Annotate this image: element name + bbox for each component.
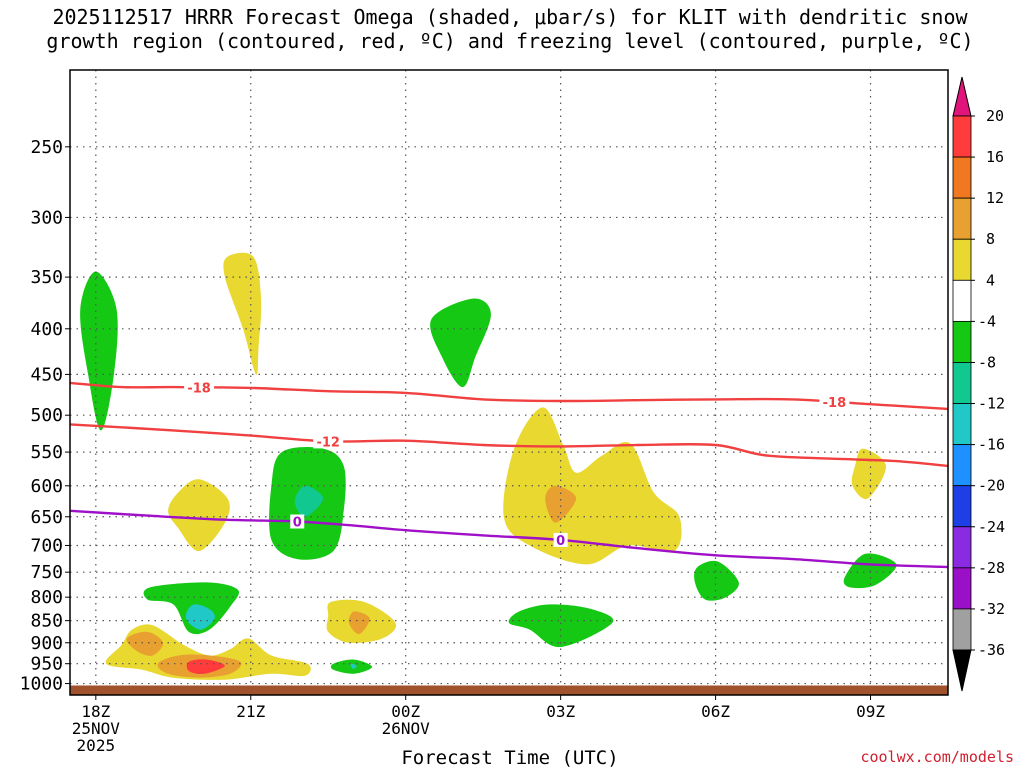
omega-area: [186, 659, 225, 675]
colorbar-segment: [952, 362, 972, 404]
omega-area: [80, 271, 118, 431]
x-tick-label: 03Z: [546, 702, 575, 721]
y-tick-label: 400: [30, 319, 63, 340]
colorbar-segment: [952, 156, 972, 199]
y-tick-label: 600: [30, 476, 63, 497]
colorbar-tick-label: 8: [986, 230, 995, 248]
x-tick-label: 2025: [77, 736, 116, 755]
y-tick-label: 850: [30, 611, 63, 632]
x-axis-title: Forecast Time (UTC): [401, 747, 618, 768]
y-tick-label: 250: [30, 137, 63, 158]
colorbar-segment: [952, 238, 972, 281]
isotherm-label: -12: [316, 435, 340, 450]
colorbar-tick-label: -32: [978, 600, 1005, 618]
isotherm-label-bg: [819, 394, 850, 409]
omega-area: [126, 631, 164, 656]
colorbar-tick-label: -4: [978, 312, 996, 330]
colorbar-tick-label: -36: [978, 641, 1005, 659]
isotherm-label-bg: [313, 434, 344, 449]
y-tick-label: 800: [30, 587, 63, 608]
isotherm-label: -18: [823, 396, 847, 411]
omega-area: [223, 252, 262, 375]
omega-area: [430, 298, 491, 388]
omega-area: [185, 604, 215, 630]
x-tick-label: 21Z: [236, 702, 265, 721]
x-tick-label: 09Z: [856, 702, 885, 721]
chart-title-line-2: growth region (contoured, red, ºC) and f…: [46, 29, 973, 53]
colorbar-segment: [952, 567, 972, 610]
isotherm-label-bg: [290, 514, 305, 529]
y-tick-label: 700: [30, 535, 63, 556]
plot-frame: [69, 69, 949, 696]
x-tick-label: 18Z: [81, 702, 110, 721]
colorbar-tick-label: 12: [986, 189, 1004, 207]
isotherm-line: [70, 509, 948, 569]
y-tick-label: 300: [30, 207, 63, 228]
omega-area: [168, 479, 230, 552]
colorbar-tick-label: -28: [978, 559, 1005, 577]
y-axis-ticks: 2503003504004505005506006507007508008509…: [20, 137, 70, 695]
colorbar-tick-label: 4: [986, 271, 995, 289]
colorbar-segment: [952, 608, 972, 651]
x-tick-label: 00Z: [391, 702, 420, 721]
colorbar-tick-label: 16: [986, 148, 1004, 166]
colorbar-segment: [952, 115, 972, 158]
isotherm-line: [70, 381, 948, 411]
colorbar-segment: [952, 526, 972, 569]
colorbar-tick-label: 20: [986, 107, 1004, 125]
isotherm-label-bg: [184, 380, 215, 395]
chart-title-line-1: 2025112517 HRRR Forecast Omega (shaded, …: [52, 5, 968, 29]
site-credit: coolwx.com/models: [860, 748, 1014, 766]
isotherm-label: -18: [187, 381, 211, 396]
isotherm-label: 0: [556, 534, 565, 549]
colorbar-segment: [952, 444, 972, 487]
y-tick-label: 550: [30, 442, 63, 463]
omega-area: [545, 485, 577, 523]
y-tick-label: 900: [30, 633, 63, 654]
colorbar: [952, 76, 972, 692]
colorbar-arrow-bottom: [952, 649, 972, 692]
isotherm-label-bg: [553, 532, 568, 547]
y-tick-label: 350: [30, 267, 63, 288]
y-tick-label: 450: [30, 364, 63, 385]
omega-area: [508, 604, 614, 648]
omega-area: [348, 611, 370, 635]
colorbar-arrow-top: [952, 76, 972, 117]
colorbar-segment: [952, 403, 972, 446]
isotherm-line: [70, 423, 948, 468]
colorbar-tick-label: -20: [978, 477, 1005, 495]
colorbar-tick-label: -16: [978, 436, 1005, 454]
y-tick-label: 950: [30, 654, 63, 675]
y-tick-label: 650: [30, 507, 63, 528]
colorbar-segment: [952, 320, 972, 363]
isotherm-contours: -18 -18 -12 0 0: [70, 380, 948, 569]
colorbar-segment: [952, 485, 972, 528]
ground-fill: [70, 685, 948, 695]
colorbar-tick-label: -24: [978, 518, 1005, 536]
chart-title: 2025112517 HRRR Forecast Omega (shaded, …: [46, 5, 973, 53]
isotherm-label: 0: [293, 516, 302, 531]
y-tick-label: 500: [30, 405, 63, 426]
x-tick-label: 06Z: [701, 702, 730, 721]
x-tick-label: 26NOV: [382, 719, 431, 738]
colorbar-ticks: 20 16 12 8 4 -4 -8 -12 -16 -20 -24 -28 -32 -36: [971, 107, 1005, 659]
omega-area: [694, 560, 739, 601]
colorbar-segment: [952, 197, 972, 240]
x-tick-label: 25NOV: [72, 719, 121, 738]
y-tick-label: 1000: [20, 674, 63, 695]
colorbar-tick-label: -8: [978, 353, 996, 371]
colorbar-segment: [952, 279, 972, 322]
colorbar-tick-label: -12: [978, 395, 1005, 413]
omega-area: [350, 663, 357, 670]
ground-layer: [70, 685, 948, 695]
y-tick-label: 750: [30, 562, 63, 583]
omega-area: [294, 485, 324, 517]
gridlines: [70, 70, 948, 695]
